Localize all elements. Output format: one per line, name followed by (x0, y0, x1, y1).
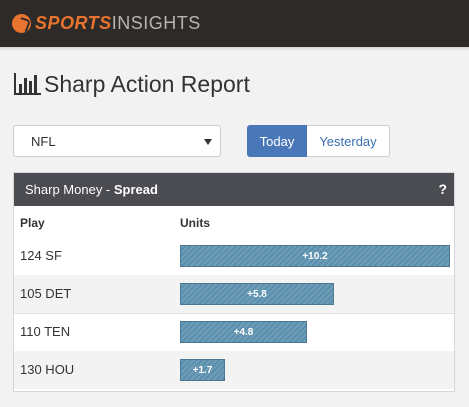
sharp-money-panel: Sharp Money - Spread ? Play Units 124 SF… (13, 172, 455, 392)
league-select-value: NFL (31, 134, 56, 149)
panel-title-prefix: Sharp Money - (25, 182, 114, 197)
bar-chart-icon (14, 73, 41, 95)
table-row[interactable]: 124 SF +10.2 (14, 237, 454, 275)
logo-text: SPORTSINSIGHTS (35, 11, 201, 35)
units-value: +1.7 (192, 364, 213, 376)
header-shadow (0, 47, 469, 51)
panel-title-market: Spread (113, 182, 158, 197)
units-bar: +4.8 (180, 321, 307, 343)
units-bar: +10.2 (180, 245, 450, 267)
table-row[interactable]: 110 TEN +4.8 (14, 313, 454, 351)
sportsinsights-logo[interactable]: SPORTSINSIGHTS (12, 11, 201, 35)
day-toggle: Today Yesterday (247, 125, 390, 157)
page-title: Sharp Action Report (44, 71, 250, 97)
top-bar: SPORTSINSIGHTS (0, 0, 469, 47)
logo-sports: SPORTS (35, 13, 112, 33)
panel-title: Sharp Money - Spread (25, 182, 158, 197)
units-value: +4.8 (233, 326, 254, 338)
play-label: 124 SF (20, 248, 62, 263)
logo-insights: INSIGHTS (111, 13, 201, 33)
units-value: +5.8 (247, 288, 267, 300)
units-bar: +5.8 (180, 283, 334, 305)
row-divider (14, 313, 454, 314)
play-label: 105 DET (20, 286, 72, 301)
logo-mark-icon (12, 13, 31, 33)
chevron-down-icon (204, 139, 212, 145)
panel-header: Sharp Money - Spread ? (14, 173, 454, 206)
play-label: 110 TEN (20, 324, 71, 339)
units-value: +10.2 (302, 250, 328, 262)
today-button[interactable]: Today (247, 125, 307, 157)
column-header-units: Units (180, 216, 210, 230)
units-bar: +1.7 (180, 359, 225, 381)
yesterday-button[interactable]: Yesterday (307, 125, 390, 157)
column-header-play: Play (20, 216, 45, 230)
league-select[interactable]: NFL (13, 125, 221, 157)
table-row[interactable]: 130 HOU +1.7 (14, 351, 454, 389)
play-label: 130 HOU (20, 362, 75, 377)
help-icon[interactable]: ? (438, 181, 447, 197)
page-header: Sharp Action Report (14, 70, 250, 98)
table-row[interactable]: 105 DET +5.8 (14, 275, 454, 313)
